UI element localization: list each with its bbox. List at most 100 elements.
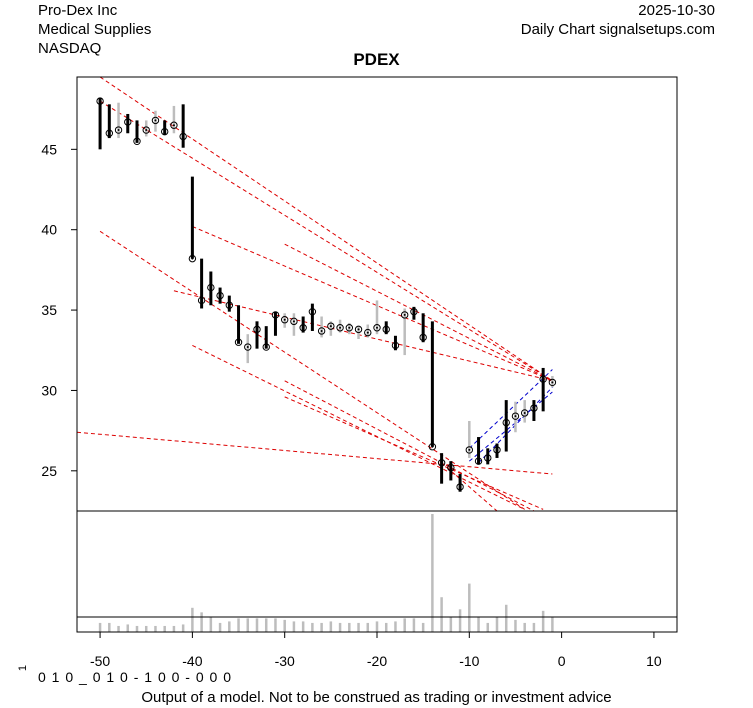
close-marker-dot bbox=[551, 381, 554, 384]
close-marker-ring bbox=[188, 254, 197, 263]
x-tick-label: 0 bbox=[558, 653, 566, 669]
trendline-red bbox=[99, 100, 553, 382]
close-marker-dot bbox=[496, 448, 498, 451]
close-marker-dot bbox=[200, 299, 203, 302]
close-marker-ring bbox=[419, 333, 427, 342]
close-marker-ring bbox=[105, 129, 114, 137]
close-marker-ring bbox=[354, 325, 363, 334]
x-tick-label: -20 bbox=[367, 653, 387, 669]
close-marker-ring bbox=[308, 307, 317, 316]
close-marker-dot bbox=[486, 456, 489, 459]
y-tick-label: 35 bbox=[41, 302, 57, 318]
close-marker-dot bbox=[542, 378, 545, 381]
close-marker-ring bbox=[253, 325, 261, 334]
close-marker-dot bbox=[532, 407, 535, 410]
y-tick-label: 25 bbox=[41, 463, 57, 479]
close-marker-ring bbox=[96, 97, 104, 105]
close-marker-dot bbox=[108, 132, 111, 135]
close-marker-ring bbox=[511, 412, 520, 420]
y-tick-label: 45 bbox=[41, 141, 57, 157]
close-marker-dot bbox=[403, 313, 406, 316]
y-tick-label: 40 bbox=[41, 222, 57, 238]
x-tick-label: -30 bbox=[275, 653, 295, 669]
x-tick-label: -50 bbox=[90, 653, 110, 669]
trendline-blue bbox=[468, 369, 553, 449]
close-marker-ring bbox=[493, 446, 501, 454]
close-marker-ring bbox=[548, 378, 557, 387]
close-marker-ring bbox=[373, 324, 381, 332]
header-right: 2025-10-30 Daily Chart signalsetups.com bbox=[521, 1, 715, 39]
close-marker-ring bbox=[465, 446, 474, 454]
close-marker-ring bbox=[124, 118, 132, 126]
close-marker-ring bbox=[317, 327, 326, 335]
close-marker-ring bbox=[151, 116, 160, 125]
volume-frame bbox=[76, 510, 678, 633]
exchange-label: NASDAQ bbox=[38, 40, 102, 57]
trendline-red bbox=[284, 243, 553, 382]
close-marker-dot bbox=[209, 286, 212, 289]
trendline-red bbox=[192, 344, 525, 510]
close-marker-ring bbox=[410, 307, 418, 316]
close-marker-ring bbox=[170, 121, 178, 129]
close-marker-dot bbox=[422, 336, 425, 339]
close-marker-dot bbox=[292, 320, 295, 323]
close-marker-ring bbox=[345, 324, 354, 332]
close-marker-ring bbox=[382, 325, 390, 334]
close-marker-dot bbox=[274, 313, 277, 316]
close-marker-ring bbox=[197, 296, 206, 305]
volume-panel bbox=[77, 514, 677, 632]
x-tick-label: -40 bbox=[182, 653, 202, 669]
close-marker-dot bbox=[136, 140, 138, 143]
close-marker-dot bbox=[126, 121, 129, 124]
close-marker-ring bbox=[290, 317, 298, 326]
close-marker-ring bbox=[391, 341, 400, 350]
close-marker-ring bbox=[520, 409, 529, 417]
close-marker-dot bbox=[145, 129, 148, 132]
close-marker-ring bbox=[502, 418, 510, 427]
trendline-red bbox=[77, 431, 553, 475]
close-marker-dot bbox=[514, 415, 517, 418]
close-marker-dot bbox=[283, 318, 286, 321]
close-marker-dot bbox=[117, 129, 120, 132]
close-marker-dot bbox=[256, 328, 258, 331]
close-marker-dot bbox=[357, 328, 360, 331]
close-marker-dot bbox=[302, 326, 305, 329]
trendline-red bbox=[284, 396, 544, 510]
close-marker-dot bbox=[329, 325, 332, 328]
x-tick-label: -10 bbox=[459, 653, 479, 669]
chart-date: 2025-10-30 bbox=[638, 2, 715, 19]
close-marker-ring bbox=[428, 443, 437, 451]
close-marker-ring bbox=[336, 324, 344, 332]
close-marker-dot bbox=[412, 310, 415, 313]
trendline-red bbox=[284, 380, 535, 511]
close-marker-dot bbox=[172, 124, 175, 127]
close-marker-ring bbox=[244, 343, 252, 351]
close-marker-ring bbox=[447, 463, 455, 472]
trendline-red bbox=[99, 77, 553, 382]
close-marker-ring bbox=[160, 127, 169, 136]
disclaimer: Output of a model. Not to be construed a… bbox=[141, 689, 612, 706]
close-marker-ring bbox=[299, 324, 307, 332]
close-marker-ring bbox=[539, 375, 547, 383]
close-marker-ring bbox=[234, 338, 243, 346]
ohlc-bars bbox=[96, 97, 557, 492]
header-left: Pro-Dex Inc Medical Supplies NASDAQ bbox=[38, 1, 151, 58]
trendlines bbox=[77, 77, 553, 511]
close-marker-ring bbox=[280, 316, 289, 324]
close-marker-dot bbox=[394, 344, 397, 347]
company-name: Pro-Dex Inc bbox=[38, 2, 118, 19]
close-marker-dot bbox=[385, 328, 388, 331]
close-marker-dot bbox=[505, 421, 508, 424]
close-marker-ring bbox=[437, 459, 446, 467]
close-marker-ring bbox=[225, 301, 234, 309]
close-marker-ring bbox=[216, 291, 224, 300]
close-marker-dot bbox=[459, 485, 462, 488]
close-marker-dot bbox=[265, 346, 268, 349]
price-panel bbox=[77, 77, 557, 511]
close-marker-dot bbox=[191, 257, 194, 260]
close-marker-dot bbox=[376, 326, 378, 329]
close-marker-ring bbox=[530, 404, 538, 412]
close-marker-ring bbox=[484, 454, 492, 462]
close-marker-dot bbox=[219, 294, 222, 297]
close-marker-ring bbox=[474, 457, 483, 465]
